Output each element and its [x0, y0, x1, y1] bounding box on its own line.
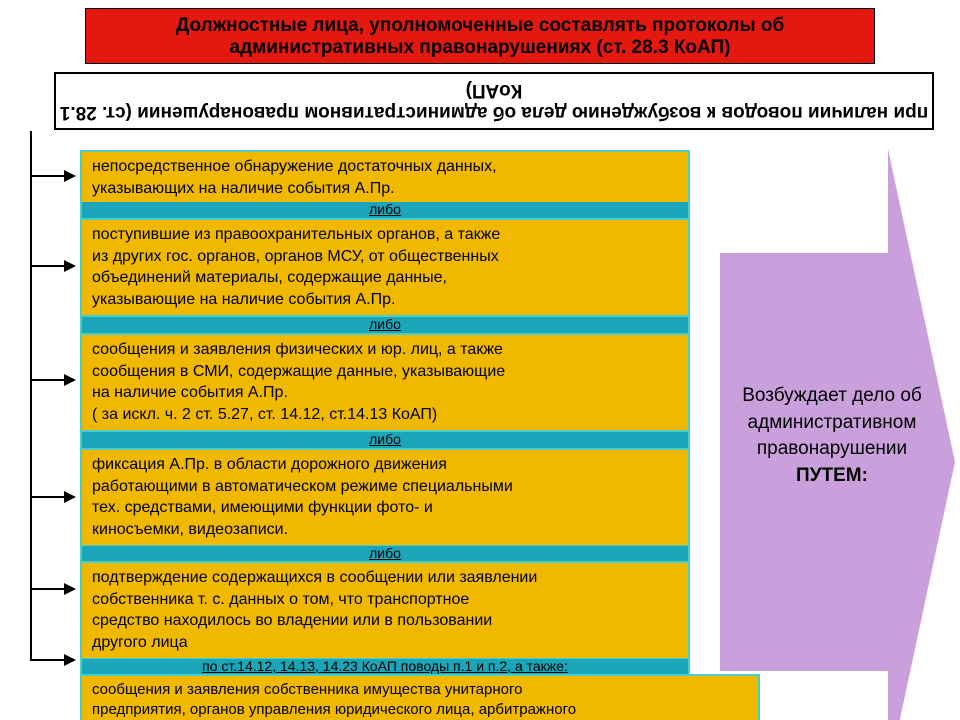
item-line: работающими в автоматическом режиме спец… [92, 476, 678, 498]
arrow-head [64, 583, 76, 595]
result-arrow-text: Возбуждает дело об административном прав… [728, 383, 936, 489]
arrow-head [64, 260, 76, 272]
item-line: собственника т. с. данных о том, что тра… [92, 589, 678, 611]
item-line: поступившие из правоохранительных органо… [92, 224, 678, 246]
item-line: объединений материалы, содержащие данные… [92, 267, 678, 289]
header-box: Должностные лица, уполномоченные составл… [85, 8, 875, 64]
item-line: фиксация А.Пр. в области дорожного движе… [92, 454, 678, 476]
item-line: средство находилось во владении или в по… [92, 610, 678, 632]
item-line: непосредственное обнаружение достаточных… [92, 156, 678, 178]
item-line: подтверждение содержащихся в сообщении и… [92, 567, 678, 589]
arrow-stem [30, 588, 66, 590]
separator: по ст.14.12, 14.13, 14.23 КоАП поводы п.… [80, 659, 690, 674]
item-line: другого лица [92, 632, 678, 654]
item-line: ( за искл. ч. 2 ст. 5.27, ст. 14.12, ст.… [92, 404, 678, 426]
arrow-head [64, 491, 76, 503]
item-line: на наличие события А.Пр. [92, 382, 678, 404]
item-line: тех. средствами, имеющими функции фото- … [92, 497, 678, 519]
item-line: из других гос. органов, органов МСУ, от … [92, 246, 678, 268]
left-trunk [30, 131, 32, 660]
arrow-stem [30, 175, 66, 177]
sub-header-text: при наличии поводов к возбуждению дела о… [60, 80, 928, 123]
item-box: сообщения и заявления физических и юр. л… [80, 333, 690, 432]
item-line: указывающих на наличие события А.Пр. [92, 178, 678, 200]
item-line: сообщения и заявления собственника имуще… [92, 680, 748, 700]
separator: либо [80, 432, 690, 448]
arrow-stem [30, 379, 66, 381]
item-box: фиксация А.Пр. в области дорожного движе… [80, 448, 690, 547]
item-box: подтверждение содержащихся в сообщении и… [80, 561, 690, 660]
separator: либо [80, 202, 690, 218]
item-line: сообщения в СМИ, содержащие данные, указ… [92, 361, 678, 383]
item-line: предприятия, органов управления юридичес… [92, 700, 748, 720]
arrow-stem [30, 659, 66, 661]
arrow-head [64, 374, 76, 386]
item-line: сообщения и заявления физических и юр. л… [92, 339, 678, 361]
arrow-stem [30, 496, 66, 498]
item-line: киносъемки, видеозаписи. [92, 519, 678, 541]
arrow-head [64, 170, 76, 182]
item-box: сообщения и заявления собственника имуще… [80, 674, 760, 720]
sub-header-box: при наличии поводов к возбуждению дела о… [54, 72, 934, 130]
header-text: Должностные лица, уполномоченные составл… [176, 15, 785, 58]
separator: либо [80, 317, 690, 333]
item-line: указывающие на наличие события А.Пр. [92, 289, 678, 311]
separator: либо [80, 546, 690, 561]
item-box: непосредственное обнаружение достаточных… [80, 150, 690, 205]
arrow-stem [30, 265, 66, 267]
diagram-root: { "layout": { "stage_w": 960, "stage_h":… [0, 0, 960, 720]
item-box: поступившие из правоохранительных органо… [80, 218, 690, 317]
arrow-head [64, 654, 76, 666]
